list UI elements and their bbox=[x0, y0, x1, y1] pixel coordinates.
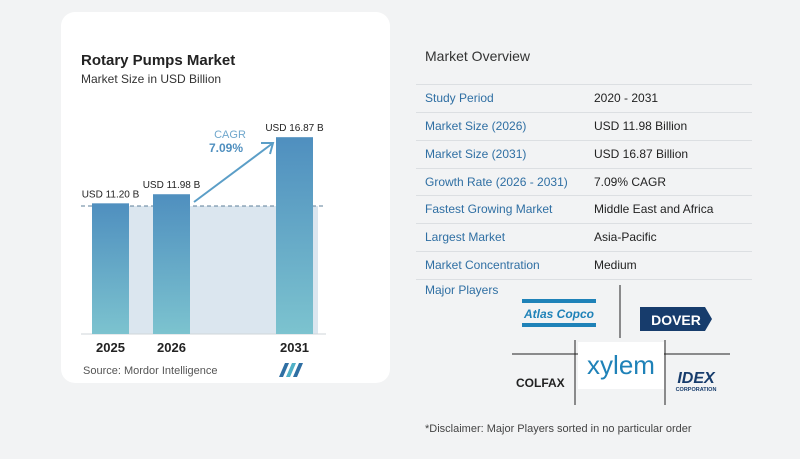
overview-value: USD 16.87 Billion bbox=[594, 146, 689, 161]
overview-row: Largest Market Asia-Pacific bbox=[416, 224, 752, 253]
overview-row: Market Size (2026) USD 11.98 Billion bbox=[416, 113, 752, 141]
chart-card: Rotary Pumps Market Market Size in USD B… bbox=[61, 12, 390, 383]
colfax-text: COLFAX bbox=[516, 376, 565, 390]
idex-corporation-text: CORPORATION bbox=[676, 387, 717, 393]
overview-value: USD 11.98 Billion bbox=[594, 118, 688, 133]
overview-row: Market Concentration Medium bbox=[416, 252, 752, 280]
x-tick-2031: 2031 bbox=[280, 340, 309, 355]
bar-chart: USD 11.20 B 2025 USD 11.98 B 2026 USD 16.87 … bbox=[81, 123, 326, 355]
overview-value: 2020 - 2031 bbox=[594, 91, 659, 105]
overview-value: Medium bbox=[594, 258, 637, 273]
overview-value: Asia-Pacific bbox=[594, 230, 657, 245]
xylem-text: xylem bbox=[587, 350, 655, 380]
overview-label: Growth Rate (2026 - 2031) bbox=[425, 174, 568, 189]
atlas-copco-text: Atlas Copco bbox=[523, 307, 594, 321]
dover-text: DOVER bbox=[651, 312, 701, 328]
overview-value: 7.09% CAGR bbox=[594, 174, 667, 189]
players-logos: Atlas Copco DOVER xylem COLFAX IDEX CORP… bbox=[512, 285, 730, 405]
overview-label: Fastest Growing Market bbox=[425, 202, 553, 217]
bar-2025 bbox=[92, 203, 129, 334]
overview-label: Market Concentration bbox=[425, 258, 540, 273]
overview-label: Market Size (2031) bbox=[425, 146, 527, 161]
overview-title: Market Overview bbox=[425, 48, 531, 64]
cagr-arrow bbox=[193, 142, 275, 203]
overview-label: Market Size (2026) bbox=[425, 118, 527, 133]
chart-title: Rotary Pumps Market bbox=[81, 52, 236, 69]
disclaimer: *Disclaimer: Major Players sorted in no … bbox=[425, 423, 692, 435]
overview-row: Study Period 2020 - 2031 bbox=[416, 84, 752, 113]
overview-label: Largest Market bbox=[425, 230, 506, 245]
data-label-2026: USD 11.98 B bbox=[143, 180, 201, 191]
overview-row: Growth Rate (2026 - 2031) 7.09% CAGR bbox=[416, 169, 752, 197]
overview-label: Study Period bbox=[425, 91, 494, 105]
overview-table: Study Period 2020 - 2031 Market Size (20… bbox=[416, 84, 752, 280]
xylem-logo: xylem bbox=[578, 342, 664, 389]
bar-2026 bbox=[153, 194, 190, 334]
chart-subtitle: Market Size in USD Billion bbox=[81, 72, 222, 86]
data-label-2031: USD 16.87 B bbox=[265, 123, 324, 134]
atlas-copco-logo: Atlas Copco bbox=[522, 299, 596, 327]
x-tick-2026: 2026 bbox=[157, 340, 186, 355]
idex-text: IDEX bbox=[677, 370, 716, 387]
mordor-logo-icon bbox=[279, 363, 303, 377]
bar-2031 bbox=[276, 137, 313, 334]
overview-value: Middle East and Africa bbox=[594, 202, 714, 217]
x-tick-2025: 2025 bbox=[96, 340, 125, 355]
idex-logo: IDEX CORPORATION bbox=[676, 370, 717, 393]
players-title: Major Players bbox=[425, 283, 499, 297]
overview-row: Fastest Growing Market Middle East and A… bbox=[416, 196, 752, 225]
data-label-2025: USD 11.20 B bbox=[82, 189, 140, 200]
cagr-label: CAGR bbox=[214, 129, 246, 141]
dover-logo: DOVER bbox=[640, 307, 712, 331]
source-note: Source: Mordor Intelligence bbox=[83, 365, 218, 377]
cagr-value: 7.09% bbox=[209, 141, 243, 155]
overview-row: Market Size (2031) USD 16.87 Billion bbox=[416, 141, 752, 169]
